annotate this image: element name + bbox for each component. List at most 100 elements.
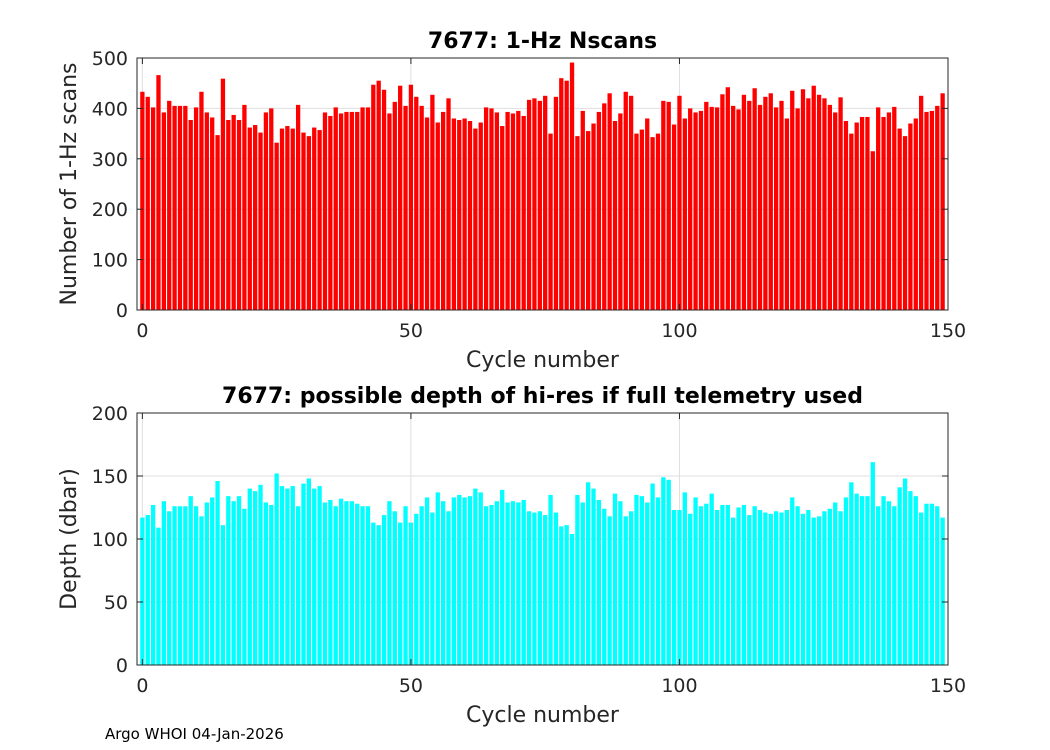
- y-tick-label: 100: [92, 529, 128, 551]
- bar: [193, 506, 199, 665]
- bar: [322, 112, 328, 310]
- bar: [446, 511, 451, 665]
- x-tick-label: 150: [930, 675, 966, 697]
- bar: [859, 496, 865, 665]
- bar: [736, 507, 741, 665]
- bar: [688, 513, 693, 665]
- bar: [483, 506, 489, 665]
- bar: [645, 118, 650, 310]
- bar: [295, 506, 301, 665]
- bar: [918, 512, 924, 665]
- bar: [478, 122, 483, 311]
- bar: [580, 110, 585, 310]
- bar: [827, 104, 832, 310]
- bar: [902, 136, 908, 310]
- bar: [381, 515, 387, 665]
- bar: [747, 100, 752, 310]
- footer-credit: Argo WHOI 04-Jan-2026: [105, 725, 284, 743]
- bar: [790, 90, 795, 310]
- bar: [269, 108, 274, 311]
- bar: [639, 496, 645, 665]
- bar: [532, 98, 537, 310]
- bar: [183, 105, 188, 310]
- bar: [274, 142, 279, 310]
- bar: [709, 106, 714, 310]
- bar: [419, 105, 424, 310]
- depth-ticks: 0 50 100 150 0 50 100 150 200: [92, 403, 966, 697]
- y-tick-label: 300: [92, 149, 128, 171]
- bar: [854, 493, 859, 665]
- bar: [521, 115, 526, 311]
- bar: [827, 508, 832, 665]
- bar: [822, 511, 827, 665]
- bar: [859, 116, 865, 310]
- bar: [398, 85, 403, 310]
- bar: [731, 105, 736, 310]
- bar: [242, 508, 247, 665]
- bar: [322, 502, 328, 665]
- bar: [446, 98, 451, 310]
- bar: [816, 94, 822, 311]
- bar: [607, 93, 612, 310]
- bar: [338, 498, 344, 665]
- bar: [473, 128, 478, 310]
- bar: [929, 503, 935, 665]
- bar: [591, 488, 596, 665]
- bar: [902, 478, 908, 665]
- bar: [215, 481, 220, 665]
- bar: [811, 85, 816, 310]
- bar: [199, 516, 204, 665]
- bar: [886, 501, 892, 665]
- bar: [430, 512, 435, 665]
- bar: [210, 497, 215, 665]
- bar: [505, 111, 510, 310]
- bar: [510, 501, 516, 665]
- bar: [333, 107, 338, 310]
- bar: [526, 99, 532, 310]
- bar: [752, 88, 757, 311]
- bar: [693, 497, 698, 665]
- bar: [338, 113, 344, 310]
- bar: [602, 508, 607, 665]
- bar: [360, 107, 365, 310]
- bar: [935, 105, 940, 310]
- bar: [365, 107, 371, 310]
- bar: [285, 488, 290, 665]
- bar: [586, 482, 591, 665]
- bar: [500, 489, 505, 665]
- bar: [236, 496, 242, 665]
- bar: [435, 492, 440, 665]
- bar: [548, 133, 553, 310]
- bar: [806, 510, 811, 665]
- bar: [231, 501, 236, 665]
- bar: [317, 130, 322, 310]
- bar: [876, 506, 881, 665]
- bar: [666, 101, 671, 311]
- x-tick-label: 150: [930, 320, 966, 342]
- bar: [736, 109, 741, 311]
- bar: [682, 492, 687, 665]
- bar: [591, 123, 596, 311]
- bar: [838, 97, 843, 310]
- bar: [913, 496, 918, 665]
- bar: [618, 501, 623, 665]
- bar: [140, 517, 145, 665]
- depth-x-axis-label: Cycle number: [466, 703, 620, 728]
- bar: [612, 121, 618, 310]
- bar: [408, 84, 414, 310]
- bar: [161, 112, 167, 310]
- bar: [580, 502, 585, 665]
- bar: [628, 95, 634, 310]
- bar: [795, 108, 800, 311]
- bar: [145, 515, 150, 665]
- bar: [210, 117, 215, 310]
- bar: [467, 121, 473, 310]
- bar: [355, 503, 360, 665]
- depth-y-axis-label: Depth (dbar): [57, 468, 82, 610]
- bar: [344, 111, 349, 310]
- bar: [913, 118, 918, 310]
- bar: [671, 510, 677, 665]
- bar: [306, 136, 312, 310]
- depth-chart: 0 50 100 150 0 50 100 150 200 7677: possible dep…: [57, 384, 966, 728]
